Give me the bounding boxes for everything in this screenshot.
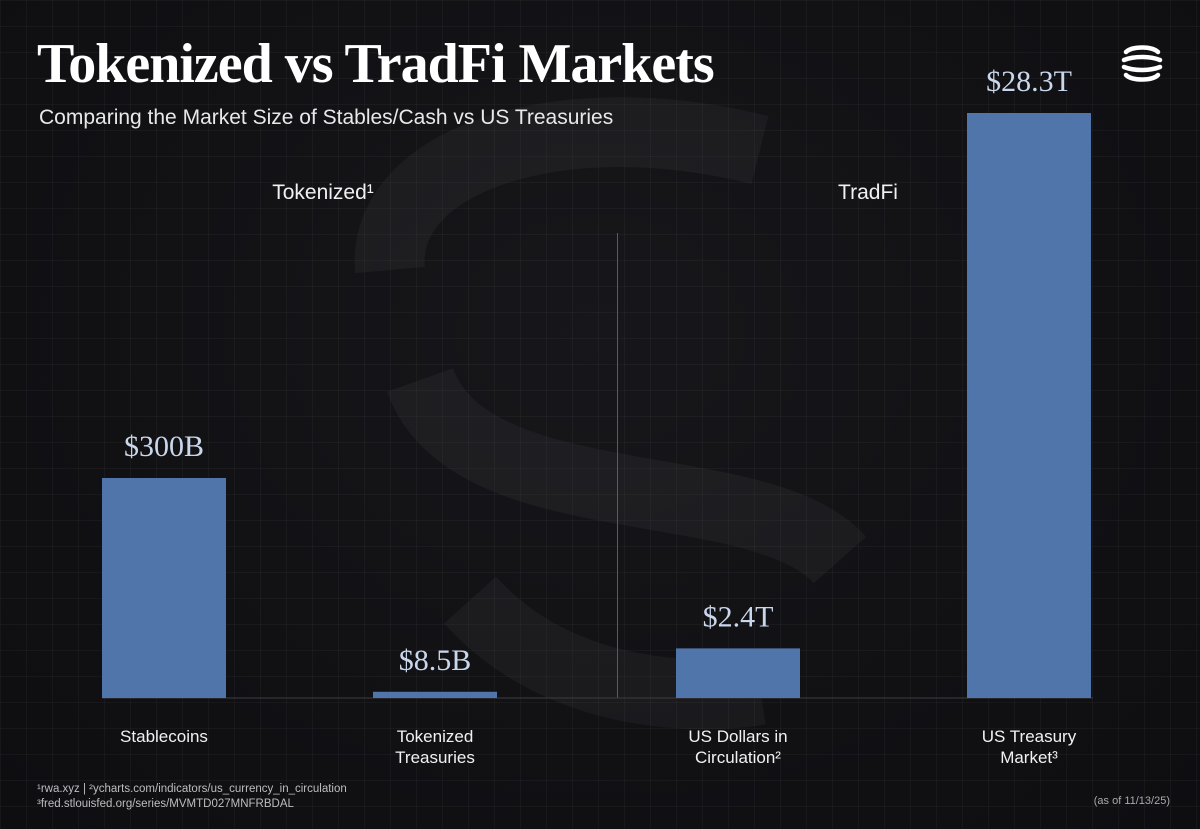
page-title: Tokenized vs TradFi Markets bbox=[37, 33, 715, 95]
value-label-us-treasury-market: $28.3T bbox=[986, 65, 1072, 98]
sources-line-1: ¹rwa.xyz | ²ycharts.com/indicators/us_cu… bbox=[37, 783, 347, 795]
group-label-tokenized: Tokenized¹ bbox=[272, 181, 374, 204]
group-label-tradfi: TradFi bbox=[838, 181, 898, 204]
value-label-us-dollars-in-circulation: $2.4T bbox=[703, 600, 774, 633]
value-label-stablecoins: $300B bbox=[124, 430, 204, 463]
bar-us-dollars-in-circulation bbox=[676, 648, 800, 698]
page-subtitle: Comparing the Market Size of Stables/Cas… bbox=[39, 106, 614, 129]
category-label-stablecoins: Stablecoins bbox=[120, 727, 208, 746]
value-label-tokenized-treasuries: $8.5B bbox=[399, 644, 472, 677]
sources-line-2: ³fred.stlouisfed.org/series/MVMTD027MNFR… bbox=[37, 798, 294, 810]
category-label-us-treasury-market: US Treasury Market³ bbox=[981, 727, 1077, 767]
sources-footnote: ¹rwa.xyz | ²ycharts.com/indicators/us_cu… bbox=[37, 782, 347, 812]
brand-logo-icon bbox=[1121, 45, 1163, 82]
category-label-tokenized-treasuries: Tokenized Treasuries bbox=[395, 727, 475, 767]
as-of-date: (as of 11/13/25) bbox=[1093, 795, 1170, 807]
bar-tokenized-treasuries bbox=[373, 691, 497, 698]
bar-stablecoins bbox=[102, 478, 226, 698]
group-divider bbox=[617, 233, 618, 698]
bar-us-treasury-market bbox=[967, 113, 1091, 698]
category-label-us-dollars-in-circulation: US Dollars in Circulation² bbox=[688, 727, 788, 767]
